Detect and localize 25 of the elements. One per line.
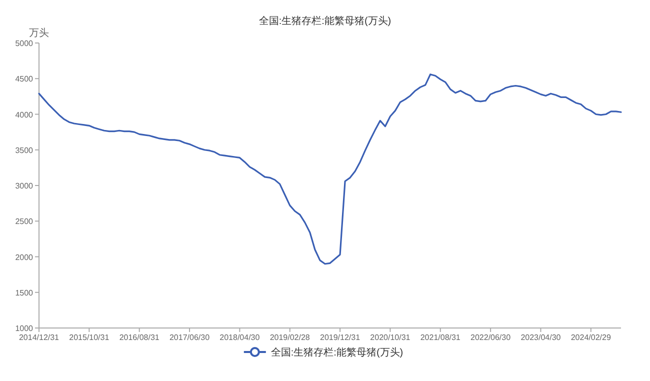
x-tick-label: 2023/04/30 — [520, 333, 562, 342]
y-tick-label: 1500 — [15, 288, 34, 298]
x-tick-label: 2014/12/31 — [18, 333, 60, 342]
x-tick-label: 2015/10/31 — [69, 333, 110, 342]
y-tick-label: 2500 — [15, 217, 34, 226]
x-tick-label: 2019/02/28 — [270, 333, 310, 342]
y-tick-label: 5000 — [15, 39, 34, 48]
x-tick-label: 2019/12/31 — [320, 333, 361, 342]
y-tick-label: 3500 — [15, 146, 34, 155]
x-tick-label: 2017/06/30 — [169, 333, 210, 342]
x-tick-label: 2024/02/29 — [570, 333, 612, 342]
chart-title: 全国:生猪存栏:能繁母猪(万头) — [258, 15, 392, 27]
legend-label: 全国:生猪存栏:能繁母猪(万头) — [270, 346, 404, 358]
line-series — [38, 74, 622, 265]
x-tick-label: 2020/10/31 — [370, 333, 411, 342]
x-tick-label: 2022/06/30 — [470, 333, 512, 342]
y-tick-label: 1000 — [15, 324, 34, 333]
y-tick-label: 4000 — [15, 110, 34, 120]
y-tick-label: 4500 — [15, 74, 34, 84]
x-tick-label: 2016/08/31 — [119, 333, 160, 342]
x-tick-label: 2021/08/31 — [420, 333, 461, 342]
x-tick-label: 2018/04/30 — [220, 333, 260, 342]
y-tick-label: 3000 — [15, 182, 34, 190]
y-axis-title: 万头 — [29, 27, 49, 39]
y-tick-label: 2000 — [15, 252, 34, 262]
